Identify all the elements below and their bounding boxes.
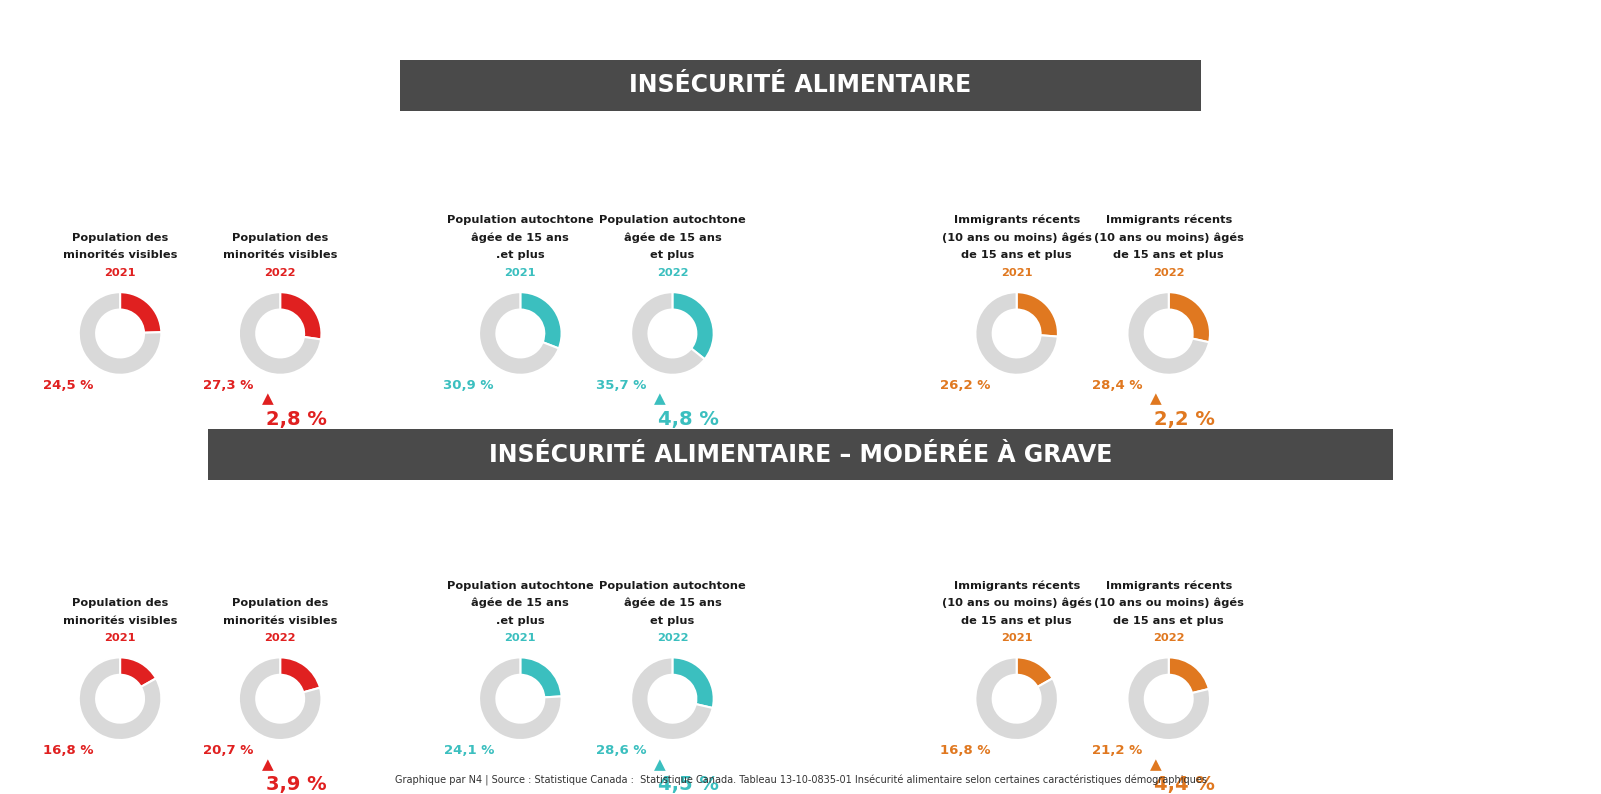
Text: 16,8 %: 16,8 % bbox=[43, 744, 94, 757]
Text: 27,3 %: 27,3 % bbox=[203, 379, 253, 391]
Text: 28,6 %: 28,6 % bbox=[596, 744, 647, 757]
Text: Population autochtone: Population autochtone bbox=[599, 215, 746, 225]
Wedge shape bbox=[975, 657, 1058, 740]
Text: 20,7 %: 20,7 % bbox=[203, 744, 253, 757]
Wedge shape bbox=[120, 657, 155, 687]
Text: 2022: 2022 bbox=[656, 268, 688, 278]
Text: 4,8 %: 4,8 % bbox=[658, 410, 719, 429]
Text: minorités visibles: minorités visibles bbox=[223, 250, 338, 260]
Text: âgée de 15 ans: âgée de 15 ans bbox=[623, 233, 722, 243]
Text: 2021: 2021 bbox=[504, 633, 536, 643]
Text: 2021: 2021 bbox=[1001, 268, 1033, 278]
Text: Immigrants récents: Immigrants récents bbox=[954, 215, 1079, 225]
Text: ▲: ▲ bbox=[261, 757, 274, 772]
Text: 2022: 2022 bbox=[1153, 633, 1185, 643]
Text: 4,5 %: 4,5 % bbox=[658, 775, 719, 794]
Wedge shape bbox=[78, 292, 162, 375]
Text: Population autochtone: Population autochtone bbox=[447, 580, 594, 591]
Text: Population des: Population des bbox=[232, 233, 328, 243]
Wedge shape bbox=[1127, 657, 1210, 740]
Text: et plus: et plus bbox=[650, 250, 695, 260]
Text: minorités visibles: minorités visibles bbox=[223, 615, 338, 626]
Wedge shape bbox=[239, 292, 322, 375]
Wedge shape bbox=[631, 292, 704, 375]
Text: de 15 ans et plus: de 15 ans et plus bbox=[1113, 615, 1225, 626]
Text: 30,9 %: 30,9 % bbox=[443, 379, 495, 391]
Text: 2021: 2021 bbox=[1001, 633, 1033, 643]
Wedge shape bbox=[672, 292, 714, 359]
Text: 2022: 2022 bbox=[264, 268, 296, 278]
Text: Immigrants récents: Immigrants récents bbox=[954, 580, 1079, 591]
Wedge shape bbox=[120, 292, 162, 333]
Text: 4,4 %: 4,4 % bbox=[1154, 775, 1215, 794]
Text: Population des: Population des bbox=[72, 233, 168, 243]
Text: 21,2 %: 21,2 % bbox=[1092, 744, 1142, 757]
Wedge shape bbox=[520, 292, 562, 349]
Text: de 15 ans et plus: de 15 ans et plus bbox=[1113, 250, 1225, 260]
Wedge shape bbox=[1017, 657, 1052, 687]
Text: 28,4 %: 28,4 % bbox=[1092, 379, 1143, 391]
Wedge shape bbox=[1169, 657, 1209, 693]
Text: 35,7 %: 35,7 % bbox=[596, 379, 645, 391]
Text: 2022: 2022 bbox=[264, 633, 296, 643]
Text: Population des: Population des bbox=[72, 598, 168, 608]
Text: 16,8 %: 16,8 % bbox=[940, 744, 991, 757]
Text: minorités visibles: minorités visibles bbox=[62, 615, 178, 626]
Text: 24,5 %: 24,5 % bbox=[43, 379, 93, 391]
Text: Immigrants récents: Immigrants récents bbox=[1106, 215, 1231, 225]
Wedge shape bbox=[631, 657, 712, 740]
Text: 2021: 2021 bbox=[104, 268, 136, 278]
Text: .et plus: .et plus bbox=[496, 615, 544, 626]
Wedge shape bbox=[1127, 292, 1209, 375]
Text: âgée de 15 ans: âgée de 15 ans bbox=[623, 598, 722, 608]
Text: Population autochtone: Population autochtone bbox=[447, 215, 594, 225]
Wedge shape bbox=[479, 292, 559, 375]
Text: ▲: ▲ bbox=[653, 391, 666, 407]
Wedge shape bbox=[78, 657, 162, 740]
Text: 26,2 %: 26,2 % bbox=[940, 379, 989, 391]
Text: minorités visibles: minorités visibles bbox=[62, 250, 178, 260]
Text: 2021: 2021 bbox=[104, 633, 136, 643]
Text: de 15 ans et plus: de 15 ans et plus bbox=[961, 250, 1073, 260]
Text: 24,1 %: 24,1 % bbox=[443, 744, 493, 757]
Wedge shape bbox=[520, 657, 562, 697]
Text: Immigrants récents: Immigrants récents bbox=[1106, 580, 1231, 591]
Text: Population autochtone: Population autochtone bbox=[599, 580, 746, 591]
Text: 2022: 2022 bbox=[1153, 268, 1185, 278]
Text: 2,8 %: 2,8 % bbox=[266, 410, 327, 429]
Text: ▲: ▲ bbox=[1150, 391, 1162, 407]
Text: ▲: ▲ bbox=[653, 757, 666, 772]
Text: âgée de 15 ans: âgée de 15 ans bbox=[471, 233, 570, 243]
Text: (10 ans ou moins) âgés: (10 ans ou moins) âgés bbox=[1093, 233, 1244, 243]
Text: 3,9 %: 3,9 % bbox=[266, 775, 327, 794]
Wedge shape bbox=[479, 657, 562, 740]
Text: INSÉCURITÉ ALIMENTAIRE – MODÉRÉE À GRAVE: INSÉCURITÉ ALIMENTAIRE – MODÉRÉE À GRAVE bbox=[488, 442, 1113, 467]
Wedge shape bbox=[280, 292, 322, 339]
Text: (10 ans ou moins) âgés: (10 ans ou moins) âgés bbox=[1093, 598, 1244, 608]
Wedge shape bbox=[280, 657, 320, 692]
Text: de 15 ans et plus: de 15 ans et plus bbox=[961, 615, 1073, 626]
Wedge shape bbox=[1169, 292, 1210, 342]
Text: Population des: Population des bbox=[232, 598, 328, 608]
Text: et plus: et plus bbox=[650, 615, 695, 626]
Text: 2022: 2022 bbox=[656, 633, 688, 643]
Wedge shape bbox=[239, 657, 322, 740]
Text: Graphique par N4 | Source : Statistique Canada :  Statistique Canada. Tableau 13: Graphique par N4 | Source : Statistique … bbox=[394, 775, 1207, 786]
Text: ▲: ▲ bbox=[261, 391, 274, 407]
Text: (10 ans ou moins) âgés: (10 ans ou moins) âgés bbox=[941, 598, 1092, 608]
Text: âgée de 15 ans: âgée de 15 ans bbox=[471, 598, 570, 608]
Wedge shape bbox=[1017, 292, 1058, 337]
Text: (10 ans ou moins) âgés: (10 ans ou moins) âgés bbox=[941, 233, 1092, 243]
Text: 2,2 %: 2,2 % bbox=[1154, 410, 1215, 429]
Text: 2021: 2021 bbox=[504, 268, 536, 278]
Text: INSÉCURITÉ ALIMENTAIRE: INSÉCURITÉ ALIMENTAIRE bbox=[629, 73, 972, 98]
Text: .et plus: .et plus bbox=[496, 250, 544, 260]
Wedge shape bbox=[672, 657, 714, 708]
Wedge shape bbox=[975, 292, 1058, 375]
Text: ▲: ▲ bbox=[1150, 757, 1162, 772]
